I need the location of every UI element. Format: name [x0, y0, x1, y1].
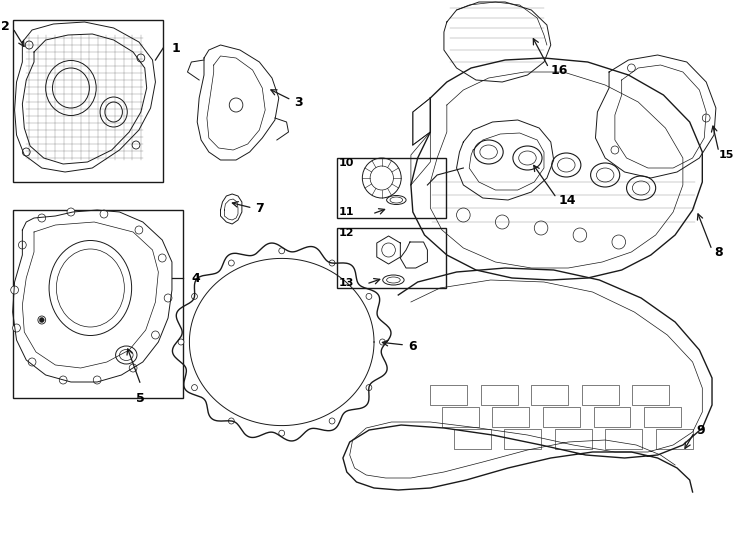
Text: 16: 16	[550, 64, 568, 77]
Circle shape	[279, 248, 285, 254]
Circle shape	[329, 418, 335, 424]
Circle shape	[59, 376, 67, 384]
Bar	[493, 407, 529, 427]
Circle shape	[18, 241, 26, 249]
Text: 9: 9	[697, 423, 705, 436]
Bar	[633, 385, 669, 405]
Circle shape	[100, 210, 108, 218]
Text: 6: 6	[408, 341, 417, 354]
Circle shape	[379, 339, 385, 345]
Circle shape	[12, 324, 21, 332]
Circle shape	[159, 254, 166, 262]
Bar	[430, 385, 468, 405]
Bar	[644, 407, 681, 427]
Bar	[442, 407, 479, 427]
Circle shape	[192, 384, 197, 390]
Bar	[337, 228, 446, 288]
Text: 15: 15	[719, 150, 734, 160]
Bar	[582, 385, 619, 405]
Bar	[337, 158, 446, 218]
Circle shape	[11, 286, 18, 294]
Text: 10: 10	[339, 158, 355, 168]
Text: 2: 2	[1, 19, 10, 32]
Circle shape	[93, 376, 101, 384]
Circle shape	[366, 293, 372, 299]
Text: 3: 3	[294, 96, 303, 109]
Bar	[504, 429, 541, 449]
Bar	[543, 407, 580, 427]
Bar	[454, 429, 490, 449]
Circle shape	[38, 316, 46, 324]
Bar	[12, 210, 183, 398]
Text: 1: 1	[172, 42, 181, 55]
Bar	[12, 20, 163, 182]
Circle shape	[279, 430, 285, 436]
Text: 8: 8	[714, 246, 722, 259]
Bar	[655, 429, 693, 449]
Circle shape	[135, 226, 143, 234]
Bar	[605, 429, 642, 449]
Bar	[594, 407, 631, 427]
Circle shape	[38, 214, 46, 222]
Bar	[531, 385, 568, 405]
Text: 5: 5	[137, 392, 145, 405]
Text: 12: 12	[339, 228, 355, 238]
Text: 4: 4	[192, 272, 200, 285]
Circle shape	[611, 146, 619, 154]
Circle shape	[151, 331, 159, 339]
Circle shape	[28, 358, 36, 366]
Circle shape	[192, 293, 197, 299]
Text: 11: 11	[339, 207, 355, 217]
Circle shape	[178, 339, 184, 345]
Text: 14: 14	[559, 193, 576, 206]
Circle shape	[366, 384, 372, 390]
Circle shape	[702, 114, 710, 122]
Circle shape	[628, 64, 636, 72]
Circle shape	[67, 208, 75, 216]
Circle shape	[164, 294, 172, 302]
Bar	[555, 429, 592, 449]
Circle shape	[228, 260, 234, 266]
Bar	[481, 385, 517, 405]
Text: 7: 7	[255, 201, 264, 214]
Text: 13: 13	[339, 278, 355, 288]
Circle shape	[228, 418, 234, 424]
Circle shape	[40, 318, 44, 322]
Circle shape	[129, 364, 137, 372]
Circle shape	[329, 260, 335, 266]
